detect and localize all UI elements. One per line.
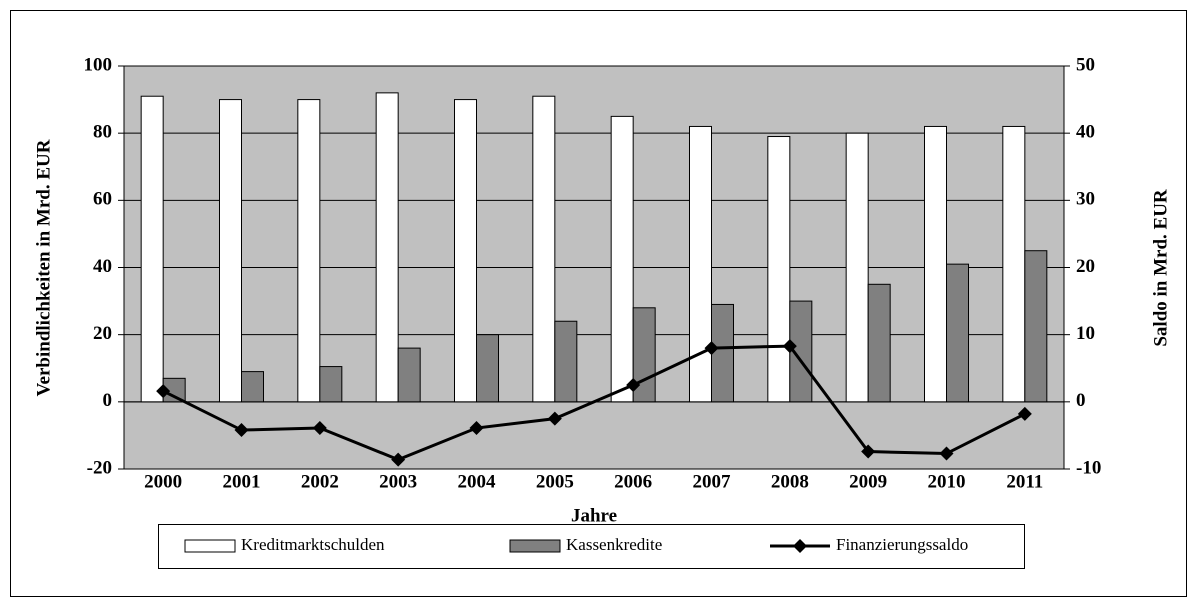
y2-tick-label: -10 — [1076, 457, 1101, 478]
bar — [219, 99, 242, 403]
bar — [1024, 250, 1048, 403]
x-tick-label: 2006 — [614, 471, 652, 492]
y-tick-label: 0 — [103, 390, 113, 411]
y-tick-label: 80 — [93, 122, 112, 143]
x-tick-label: 2002 — [301, 471, 339, 492]
bar — [375, 92, 399, 403]
bar — [610, 115, 634, 403]
marker — [939, 446, 954, 461]
bar — [454, 99, 477, 403]
bar — [845, 132, 869, 403]
y2-tick-label: 20 — [1076, 256, 1095, 277]
x-tick-label: 2009 — [849, 471, 887, 492]
legend — [158, 524, 1025, 569]
y2-tick-label: 50 — [1076, 54, 1095, 75]
bar — [867, 283, 891, 403]
bar — [140, 95, 164, 403]
bar — [297, 99, 321, 403]
x-tick-label: 2011 — [1006, 471, 1043, 492]
x-tick-label: 2008 — [771, 471, 809, 492]
y-tick-label: 40 — [93, 256, 112, 277]
legend-swatch — [509, 539, 561, 553]
x-tick-label: 2004 — [458, 471, 497, 492]
bar — [767, 136, 791, 403]
bar — [476, 334, 499, 403]
bar — [711, 303, 734, 403]
y2-axis-label: Saldo in Mrd. EUR — [1150, 189, 1171, 347]
y-tick-label: 60 — [93, 189, 112, 210]
legend-label: Finanzierungssaldo — [836, 535, 968, 554]
marker — [1017, 406, 1032, 421]
y2-tick-label: 0 — [1076, 390, 1086, 411]
x-tick-label: 2010 — [928, 471, 966, 492]
marker — [547, 411, 562, 426]
marker — [861, 444, 876, 459]
marker — [312, 421, 327, 436]
marker — [626, 378, 641, 393]
bar — [241, 371, 264, 403]
x-tick-label: 2007 — [693, 471, 732, 492]
x-axis-label: Jahre — [571, 505, 617, 526]
line — [162, 344, 1026, 462]
marker — [391, 452, 406, 467]
y-axis-label: Verbindlichkeiten in Mrd. EUR — [33, 139, 54, 396]
bar — [946, 263, 969, 403]
x-tick-label: 2003 — [379, 471, 417, 492]
bar — [1002, 125, 1026, 403]
y-tick-label: 20 — [93, 323, 112, 344]
x-tick-label: 2000 — [144, 471, 182, 492]
legend-label: Kassenkredite — [566, 535, 662, 554]
y2-tick-label: 10 — [1076, 323, 1095, 344]
bar — [319, 366, 343, 403]
y-tick-label: -20 — [87, 457, 112, 478]
bar — [397, 347, 421, 403]
bar — [924, 125, 947, 403]
x-tick-label: 2005 — [536, 471, 574, 492]
legend-label: Kreditmarktschulden — [241, 535, 385, 554]
bar — [554, 320, 578, 403]
y-tick-label: 100 — [84, 54, 113, 75]
plot-frame — [123, 65, 1065, 470]
marker — [704, 341, 719, 356]
bar — [532, 95, 556, 403]
marker — [234, 423, 249, 438]
legend-swatch — [184, 539, 236, 553]
legend-marker — [793, 539, 807, 553]
marker — [469, 421, 484, 436]
y2-tick-label: 40 — [1076, 122, 1095, 143]
marker — [782, 339, 797, 354]
y2-tick-label: 30 — [1076, 189, 1095, 210]
bar — [689, 125, 712, 403]
x-tick-label: 2001 — [223, 471, 261, 492]
marker — [156, 384, 171, 399]
